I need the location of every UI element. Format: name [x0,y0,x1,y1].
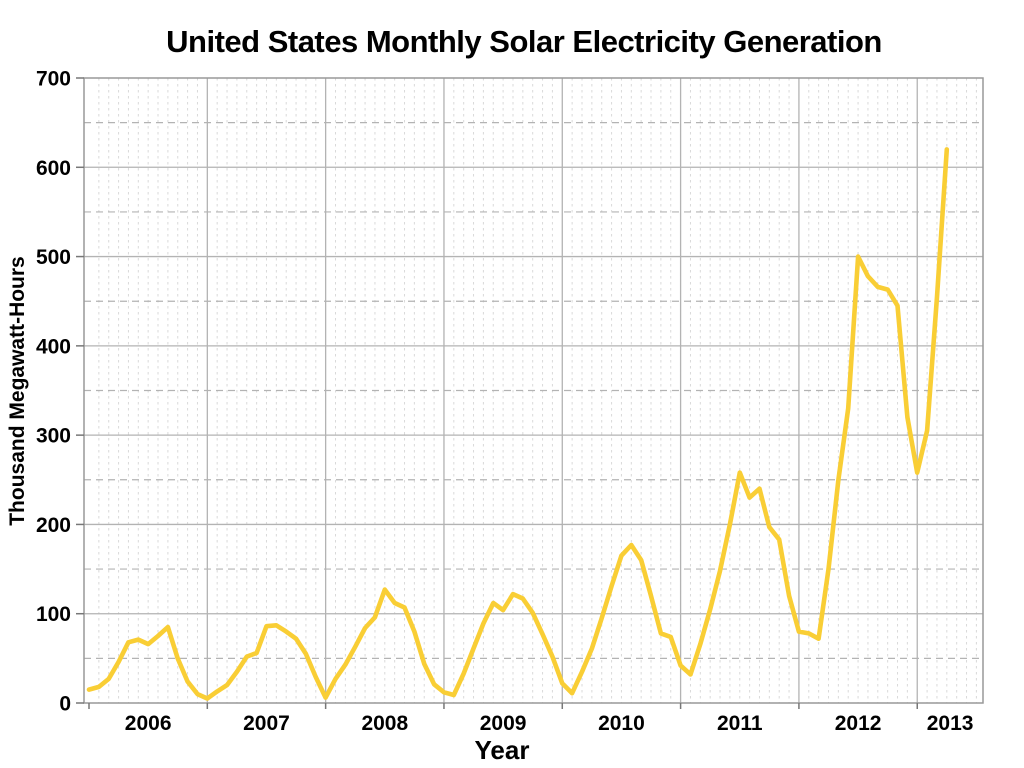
solar-generation-line [86,147,950,701]
x-tick-label: 2013 [927,712,974,735]
x-tick-label: 2006 [125,712,172,735]
x-tick-label: 2009 [480,712,527,735]
y-tick-label: 600 [36,157,71,180]
x-tick-label: 2011 [717,712,763,735]
y-tick-label: 400 [36,335,71,358]
y-tick-label: 100 [36,603,71,626]
y-tick-label: 700 [36,68,71,91]
x-axis-title: Year [474,735,530,765]
x-tick-label: 2007 [243,712,290,735]
y-tick-label: 0 [59,693,71,716]
chart-title: United States Monthly Solar Electricity … [166,24,882,59]
y-tick-label: 500 [36,246,71,269]
y-tick-label: 300 [36,425,71,448]
x-tick-label: 2010 [598,712,645,735]
x-tick-label: 2012 [835,712,882,735]
plot-border [83,77,984,704]
y-tick-label: 200 [36,514,71,537]
x-tick-label: 2008 [361,712,408,735]
